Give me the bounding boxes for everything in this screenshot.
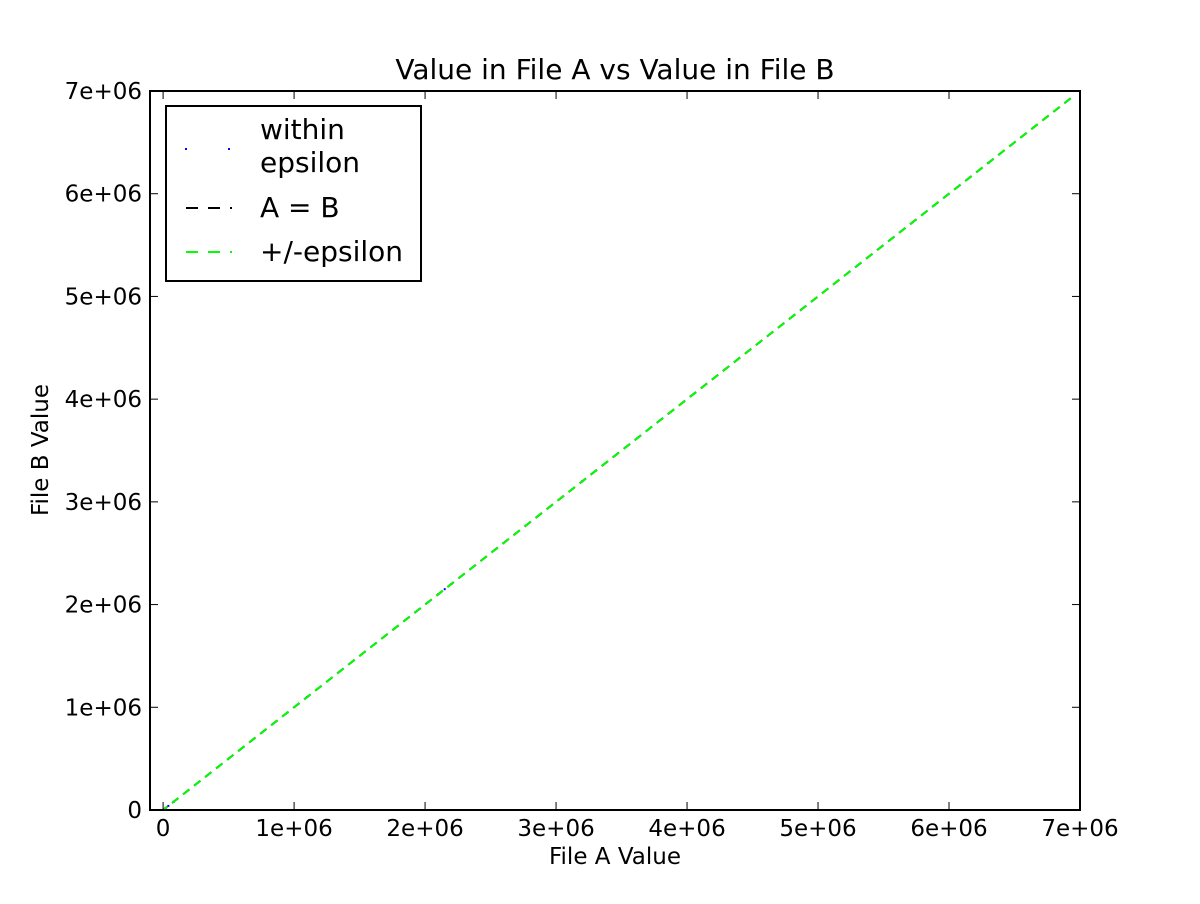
data-point-within-epsilon-6 [443,588,446,591]
x-tick-label-1: 1e+06 [255,816,332,842]
legend-marker-within-epsilon-b [228,148,230,150]
x-tick-label-0: 0 [156,816,171,842]
y-tick-label-1: 1e+06 [65,695,142,721]
y-tick-label-6: 6e+06 [65,182,142,208]
x-tick-label-3: 3e+06 [517,816,594,842]
x-tick-label-6: 6e+06 [910,816,987,842]
legend-entries: within epsilon A = B +/-epsilon [185,113,403,268]
legend-entry-within-epsilon: within epsilon [185,113,360,179]
y-tick-labels: 0 1e+06 2e+06 3e+06 4e+06 5e+06 6e+06 7e+06 [65,79,142,824]
y-tick-label-5: 5e+06 [65,284,142,310]
y-tick-label-7: 7e+06 [65,79,142,105]
data-point-within-epsilon-2 [167,804,170,807]
series-layer [161,95,1075,810]
x-tick-label-4: 4e+06 [648,816,725,842]
x-tick-labels: 0 1e+06 2e+06 3e+06 4e+06 5e+06 6e+06 7e+06 [156,816,1119,842]
y-axis-label: File B Value [28,384,54,516]
y-tick-label-2: 2e+06 [65,593,142,619]
legend-entry-a-b: A = B [186,191,340,224]
legend-marker-within-epsilon-a [185,148,187,150]
x-axis-label: File A Value [549,844,681,870]
y-tick-label-0: 0 [127,798,142,824]
x-tick-label-7: 7e+06 [1041,816,1118,842]
x-tick-label-2: 2e+06 [386,816,463,842]
plot-frame [149,90,1081,811]
legend-label-a-b: A = B [260,191,340,224]
legend-label-within-epsilon: within epsilon [260,113,360,179]
legend-label-epsilon: +/-epsilon [260,235,403,268]
y-tick-label-3: 3e+06 [65,490,142,516]
legend: within epsilon A = B +/-epsilon [165,105,422,282]
chart-title: Value in File A vs Value in File B [395,53,834,86]
legend-entry-epsilon: +/-epsilon [186,235,403,268]
x-tick-label-5: 5e+06 [779,816,856,842]
y-tick-label-4: 4e+06 [65,387,142,413]
